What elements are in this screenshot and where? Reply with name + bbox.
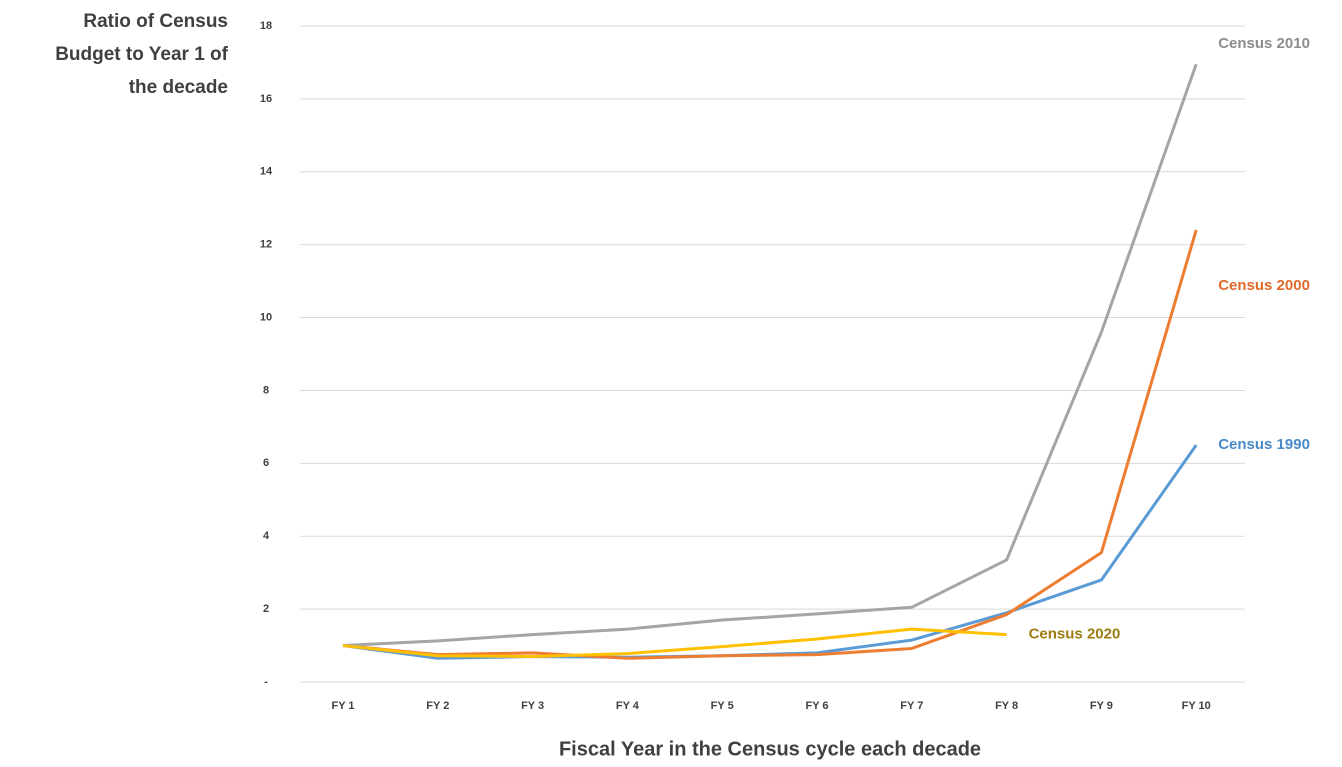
x-axis-title: Fiscal Year in the Census cycle each dec…	[559, 738, 981, 760]
x-tick-label: FY 10	[1182, 700, 1211, 712]
x-tick-label: FY 7	[900, 700, 923, 712]
x-tick-label: FY 4	[616, 700, 640, 712]
series-label: Census 2020	[1029, 626, 1121, 643]
y-axis-title: the decade	[129, 77, 228, 98]
series-label: Census 2000	[1218, 277, 1310, 294]
y-tick-label: 18	[260, 20, 272, 32]
series-line	[342, 229, 1198, 660]
y-tick-label: 4	[263, 530, 270, 542]
series-line	[342, 627, 1007, 658]
y-tick-label: 10	[260, 311, 272, 323]
x-tick-label: FY 1	[331, 700, 354, 712]
y-axis-title: Budget to Year 1 of	[55, 44, 228, 65]
y-tick-label: 2	[263, 603, 269, 615]
x-tick-label: FY 9	[1090, 700, 1113, 712]
y-tick-label: 14	[260, 166, 273, 178]
series-line	[342, 63, 1198, 648]
y-tick-label: 8	[263, 384, 269, 396]
x-tick-label: FY 2	[426, 700, 449, 712]
y-tick-label: -	[264, 676, 268, 688]
y-axis-title: Ratio of Census	[83, 11, 228, 32]
x-tick-label: FY 3	[521, 700, 544, 712]
y-tick-label: 16	[260, 93, 272, 105]
y-tick-label: 12	[260, 239, 272, 251]
x-tick-label: FY 8	[995, 700, 1018, 712]
x-tick-label: FY 5	[711, 700, 734, 712]
series-label: Census 2010	[1218, 35, 1310, 52]
x-tick-label: FY 6	[805, 700, 828, 712]
series-label: Census 1990	[1218, 436, 1310, 453]
y-tick-label: 6	[263, 457, 269, 469]
